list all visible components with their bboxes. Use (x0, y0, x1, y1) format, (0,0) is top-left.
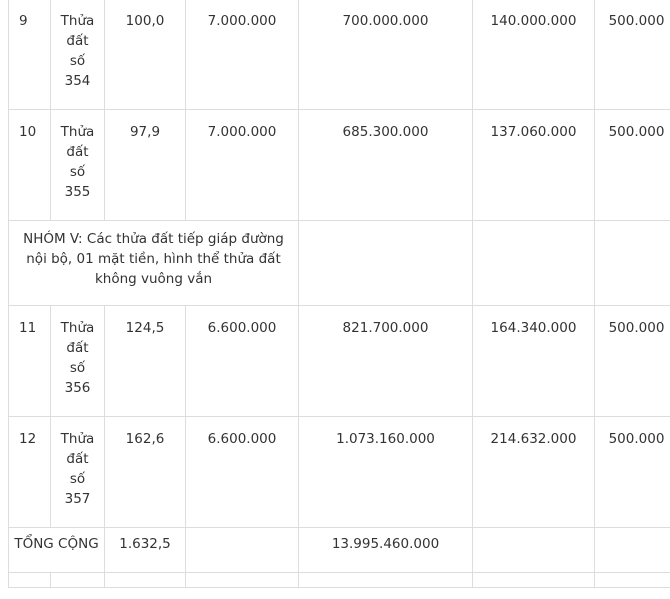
table-row (8, 572, 670, 588)
row-number: 9 (8, 0, 51, 110)
row-number: 10 (8, 109, 51, 221)
total-label: TỔNG CỘNG (8, 527, 105, 573)
parcel-word: đất (66, 451, 89, 467)
table-row: 9 Thửa đất số 354 100,0 7.000.000 700.00… (8, 0, 670, 110)
fee-cell: 500.000 (594, 416, 670, 528)
unit-price-cell: 7.000.000 (185, 109, 299, 221)
parcel-word: Thửa (60, 124, 95, 140)
group-heading-row: NHÓM V: Các thửa đất tiếp giáp đường nội… (8, 220, 670, 306)
deposit-cell: 164.340.000 (472, 305, 595, 417)
fee-cell: 500.000 (594, 109, 670, 221)
parcel-name: Thửa đất số 356 (50, 305, 105, 417)
parcel-number: 357 (64, 491, 91, 507)
unit-price-cell: 7.000.000 (185, 0, 299, 110)
total-area: 1.632,5 (104, 527, 186, 573)
parcel-word: đất (66, 340, 89, 356)
parcel-number: 355 (64, 184, 91, 200)
parcel-number: 356 (64, 380, 91, 396)
area-cell: 124,5 (104, 305, 186, 417)
parcel-word: Thửa (60, 431, 95, 447)
row-number: 11 (8, 305, 51, 417)
parcel-word: Thửa (60, 13, 95, 29)
parcel-word: đất (66, 33, 89, 49)
parcel-name: Thửa đất số 357 (50, 416, 105, 528)
total-price-cell: 821.700.000 (298, 305, 473, 417)
parcel-word: số (69, 53, 86, 69)
empty-cell (594, 220, 670, 306)
empty-cell (185, 527, 299, 573)
parcel-name: Thửa đất số 355 (50, 109, 105, 221)
parcel-word: đất (66, 144, 89, 160)
empty-cell (472, 220, 595, 306)
total-price-cell: 685.300.000 (298, 109, 473, 221)
fee-cell: 500.000 (594, 305, 670, 417)
total-row: TỔNG CỘNG 1.632,5 13.995.460.000 (8, 527, 670, 573)
empty-cell (594, 527, 670, 573)
unit-price-cell: 6.600.000 (185, 305, 299, 417)
deposit-cell: 137.060.000 (472, 109, 595, 221)
table-row: 12 Thửa đất số 357 162,6 6.600.000 1.073… (8, 416, 670, 528)
table-row: 10 Thửa đất số 355 97,9 7.000.000 685.30… (8, 109, 670, 221)
parcel-number: 354 (64, 73, 91, 89)
row-number: 12 (8, 416, 51, 528)
total-price-cell: 1.073.160.000 (298, 416, 473, 528)
parcel-word: Thửa (60, 320, 95, 336)
area-cell: 97,9 (104, 109, 186, 221)
empty-cell (472, 527, 595, 573)
deposit-cell: 214.632.000 (472, 416, 595, 528)
fee-cell: 500.000 (594, 0, 670, 110)
parcel-word: số (69, 164, 86, 180)
parcel-word: số (69, 360, 86, 376)
deposit-cell: 140.000.000 (472, 0, 595, 110)
parcel-name: Thửa đất số 354 (50, 0, 105, 110)
empty-cell (298, 220, 473, 306)
group-heading: NHÓM V: Các thửa đất tiếp giáp đường nội… (8, 220, 299, 306)
parcel-word: số (69, 471, 86, 487)
grand-total-price: 13.995.460.000 (298, 527, 473, 573)
land-price-table: 9 Thửa đất số 354 100,0 7.000.000 700.00… (8, 0, 670, 588)
area-cell: 100,0 (104, 0, 186, 110)
total-price-cell: 700.000.000 (298, 0, 473, 110)
table-row: 11 Thửa đất số 356 124,5 6.600.000 821.7… (8, 305, 670, 417)
unit-price-cell: 6.600.000 (185, 416, 299, 528)
area-cell: 162,6 (104, 416, 186, 528)
